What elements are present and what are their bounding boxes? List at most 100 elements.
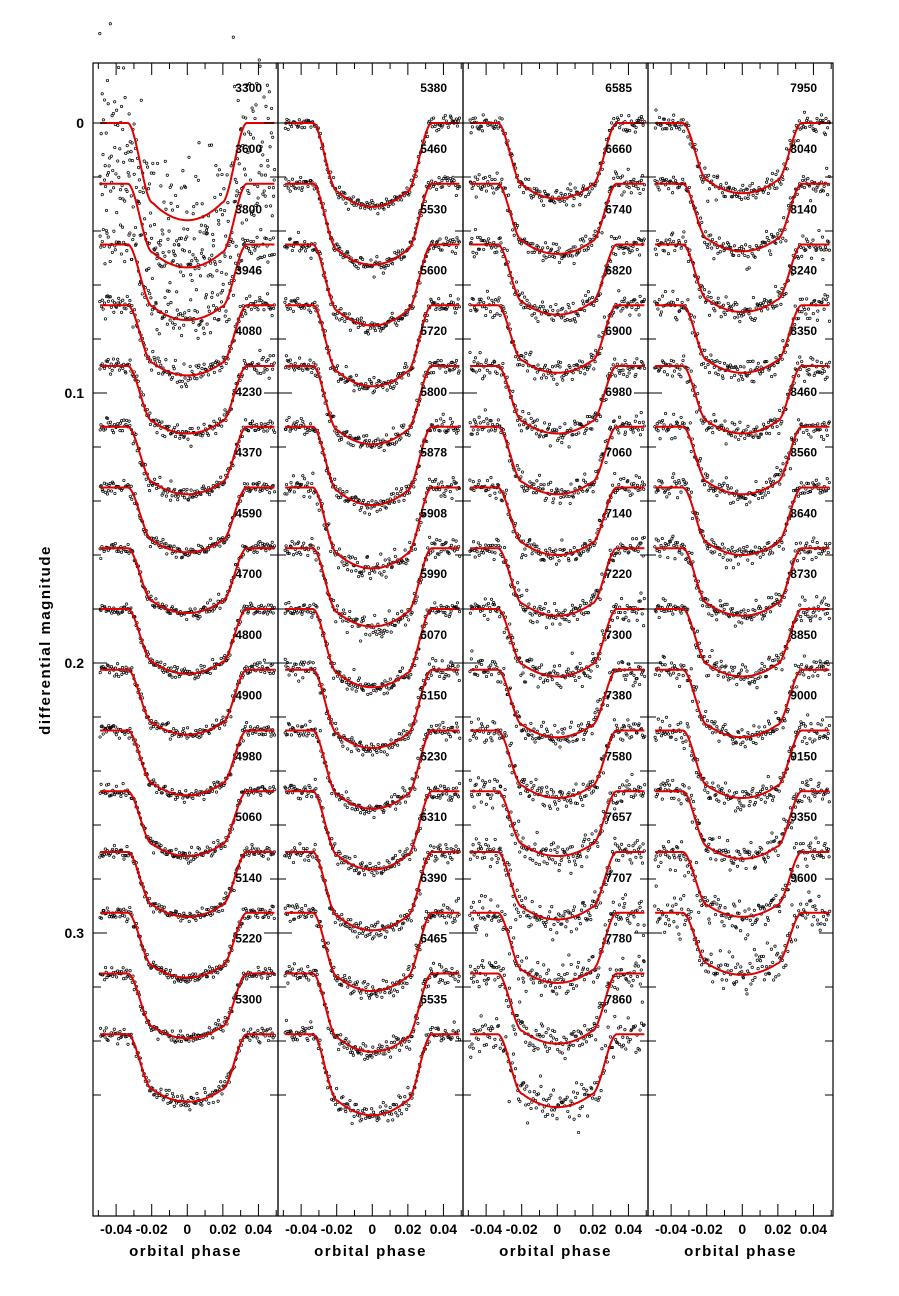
data-point xyxy=(152,960,156,964)
data-point xyxy=(405,730,409,734)
data-point xyxy=(308,358,312,362)
data-point xyxy=(427,477,431,481)
data-point xyxy=(183,667,187,671)
data-point xyxy=(334,620,338,624)
data-point xyxy=(186,378,190,383)
data-point xyxy=(245,604,249,608)
data-point xyxy=(181,313,185,318)
data-point xyxy=(301,846,306,850)
data-point xyxy=(257,171,261,175)
data-point xyxy=(399,489,403,493)
data-point xyxy=(362,812,367,816)
model-curve-6070 xyxy=(285,668,460,749)
data-point xyxy=(221,715,225,719)
data-point xyxy=(355,560,360,565)
data-point xyxy=(184,789,188,793)
data-point xyxy=(356,325,360,330)
data-point xyxy=(221,282,225,286)
data-point xyxy=(455,601,460,605)
data-point xyxy=(388,560,392,564)
data-point xyxy=(147,266,151,270)
data-point xyxy=(293,542,297,546)
data-point xyxy=(291,665,295,669)
data-point xyxy=(378,508,382,512)
data-point xyxy=(164,1088,168,1092)
data-point xyxy=(300,612,304,616)
data-point xyxy=(407,373,411,377)
data-point xyxy=(451,538,455,542)
data-point xyxy=(155,660,159,664)
wavelength-label-5140: 5140 xyxy=(235,871,262,885)
data-point xyxy=(105,482,109,486)
data-point xyxy=(163,435,167,439)
data-point xyxy=(379,750,383,754)
data-point xyxy=(263,422,267,426)
data-point xyxy=(301,733,306,737)
data-point xyxy=(155,328,159,332)
data-point xyxy=(185,487,189,491)
data-point xyxy=(195,1092,199,1096)
data-point xyxy=(163,159,167,163)
data-point xyxy=(257,732,261,736)
data-point xyxy=(249,212,254,216)
data-point xyxy=(201,431,205,436)
data-point xyxy=(456,119,460,123)
data-point xyxy=(444,613,448,618)
data-point xyxy=(142,159,146,163)
data-point xyxy=(361,753,365,757)
data-point xyxy=(214,790,219,794)
data-point xyxy=(103,490,107,494)
data-point xyxy=(108,420,113,424)
data-point xyxy=(342,608,346,612)
data-point xyxy=(248,725,252,729)
data-point xyxy=(207,309,211,313)
data-point xyxy=(102,366,107,370)
data-point xyxy=(154,597,158,601)
data-point xyxy=(122,160,126,164)
data-point xyxy=(120,225,125,229)
data-point xyxy=(267,966,271,970)
data-point xyxy=(255,81,259,86)
data-point xyxy=(312,361,316,365)
data-point xyxy=(166,976,170,980)
data-point xyxy=(163,662,167,666)
data-point xyxy=(146,303,150,307)
data-point xyxy=(408,723,412,727)
data-point xyxy=(316,546,320,550)
wavelength-label-5060: 5060 xyxy=(235,810,262,824)
data-point xyxy=(200,319,204,323)
data-point xyxy=(335,604,339,608)
data-point xyxy=(207,1101,211,1105)
data-point xyxy=(173,254,177,258)
data-point xyxy=(186,227,190,231)
data-point xyxy=(454,193,458,198)
data-point xyxy=(153,358,157,362)
data-point xyxy=(448,294,453,298)
data-point xyxy=(258,539,262,544)
data-point xyxy=(104,966,108,970)
data-point xyxy=(107,164,111,168)
data-point xyxy=(148,292,152,296)
data-point xyxy=(122,478,126,482)
data-point xyxy=(109,154,113,158)
data-point xyxy=(249,1027,253,1031)
data-point xyxy=(112,855,116,859)
data-point xyxy=(162,670,166,674)
data-point xyxy=(188,364,192,368)
data-point xyxy=(295,611,299,615)
data-point xyxy=(117,65,121,70)
data-point xyxy=(457,116,462,120)
data-point xyxy=(436,787,440,791)
data-point xyxy=(425,319,429,323)
data-point xyxy=(382,448,386,453)
data-point xyxy=(182,227,186,231)
data-point xyxy=(433,124,437,129)
data-point xyxy=(204,724,208,728)
data-point xyxy=(259,603,263,607)
data-point xyxy=(103,427,108,431)
data-point xyxy=(369,691,373,696)
data-point xyxy=(399,926,403,930)
model-curve-5908 xyxy=(285,547,460,628)
data-point xyxy=(170,605,174,609)
data-point xyxy=(252,213,256,217)
